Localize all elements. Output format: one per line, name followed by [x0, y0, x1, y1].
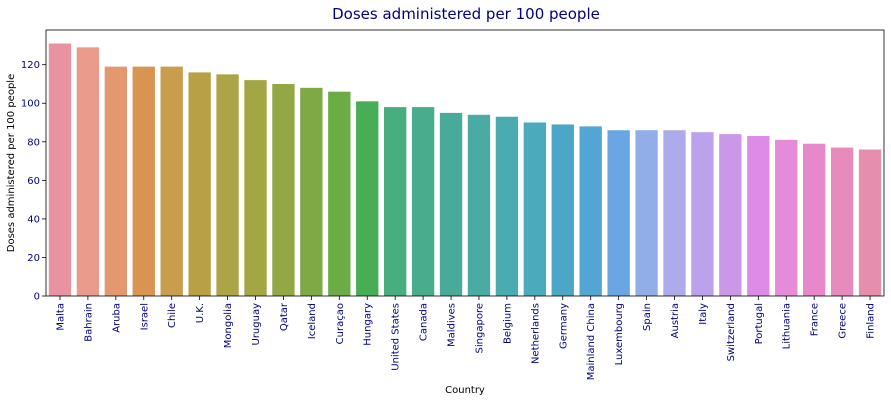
x-tick-label: Israel: [139, 303, 150, 330]
y-tick-label: 60: [27, 176, 40, 187]
x-tick-label: Aruba: [111, 303, 122, 333]
x-tick-label: Malta: [55, 303, 66, 331]
bar: [495, 116, 519, 297]
bar: [132, 66, 155, 297]
x-tick-label: Mongolia: [223, 303, 234, 348]
x-axis: Malta Bahrain Aruba Israel Chile U.K. Mongolia…: [55, 296, 877, 380]
x-tick-label: Italy: [698, 303, 709, 325]
bar: [328, 91, 351, 297]
bar: [48, 43, 72, 296]
bar: [300, 87, 323, 296]
y-tick-label: 80: [27, 137, 40, 148]
bar: [383, 107, 407, 296]
bar: [747, 136, 770, 296]
bar: [858, 149, 882, 296]
x-tick-label: Qatar: [279, 302, 290, 331]
bar: [272, 83, 295, 296]
x-tick-label: Chile: [167, 303, 178, 328]
bar: [579, 126, 602, 296]
y-tick-label: 100: [21, 99, 40, 110]
x-tick-label: Germany: [558, 303, 569, 349]
bar: [104, 66, 128, 297]
x-tick-label: Mainland China: [586, 303, 597, 380]
x-tick-label: Singapore: [474, 303, 485, 353]
bars-group: [48, 43, 882, 297]
y-tick-label: 40: [27, 214, 40, 225]
chart-title: Doses administered per 100 people: [332, 5, 600, 23]
x-tick-label: Switzerland: [726, 303, 737, 361]
bar: [551, 124, 574, 296]
bar: [607, 130, 630, 296]
plot-frame: [45, 29, 885, 297]
bar: [719, 134, 742, 296]
x-tick-label: Finland: [866, 303, 877, 339]
y-tick-label: 0: [34, 292, 40, 303]
x-tick-label: Canada: [419, 303, 430, 341]
x-tick-label: Curaçao: [335, 303, 346, 344]
bar: [663, 130, 686, 296]
bar: [411, 107, 435, 296]
x-tick-label: Spain: [642, 303, 653, 331]
x-tick-label: Maldives: [447, 303, 458, 347]
x-tick-label: Bahrain: [83, 303, 94, 342]
bar: [691, 132, 714, 296]
bar: [160, 66, 183, 297]
bar: [76, 47, 100, 296]
y-tick-label: 120: [21, 60, 40, 71]
bar: [439, 112, 463, 296]
bar: [216, 74, 239, 296]
x-tick-label: Iceland: [307, 303, 318, 339]
x-tick-label: Greece: [838, 303, 849, 339]
bar: [467, 114, 491, 296]
x-tick-label: Austria: [670, 303, 681, 338]
x-axis-title: Country: [445, 385, 485, 396]
bar: [635, 130, 658, 296]
bar: [775, 139, 798, 296]
x-tick-label: Netherlands: [530, 303, 541, 364]
y-tick-label: 20: [27, 253, 40, 264]
x-tick-label: France: [810, 303, 821, 336]
bar: [356, 101, 379, 296]
x-tick-label: Lithuania: [782, 303, 793, 349]
bar: [802, 143, 826, 296]
x-tick-label: Uruguay: [251, 303, 262, 346]
x-tick-label: Luxembourg: [614, 303, 625, 365]
x-tick-label: Belgium: [502, 303, 513, 344]
x-tick-label: U.K.: [195, 303, 206, 323]
bar: [523, 122, 547, 297]
x-tick-label: Hungary: [363, 303, 374, 346]
bar: [188, 72, 211, 296]
x-tick-label: Portugal: [754, 303, 765, 344]
y-axis-title: Doses administered per 100 people: [6, 74, 17, 253]
bar: [830, 147, 854, 296]
y-axis: 0 20 40 60 80 100 120: [21, 60, 46, 303]
bar: [244, 80, 267, 297]
x-tick-label: United States: [391, 303, 402, 371]
